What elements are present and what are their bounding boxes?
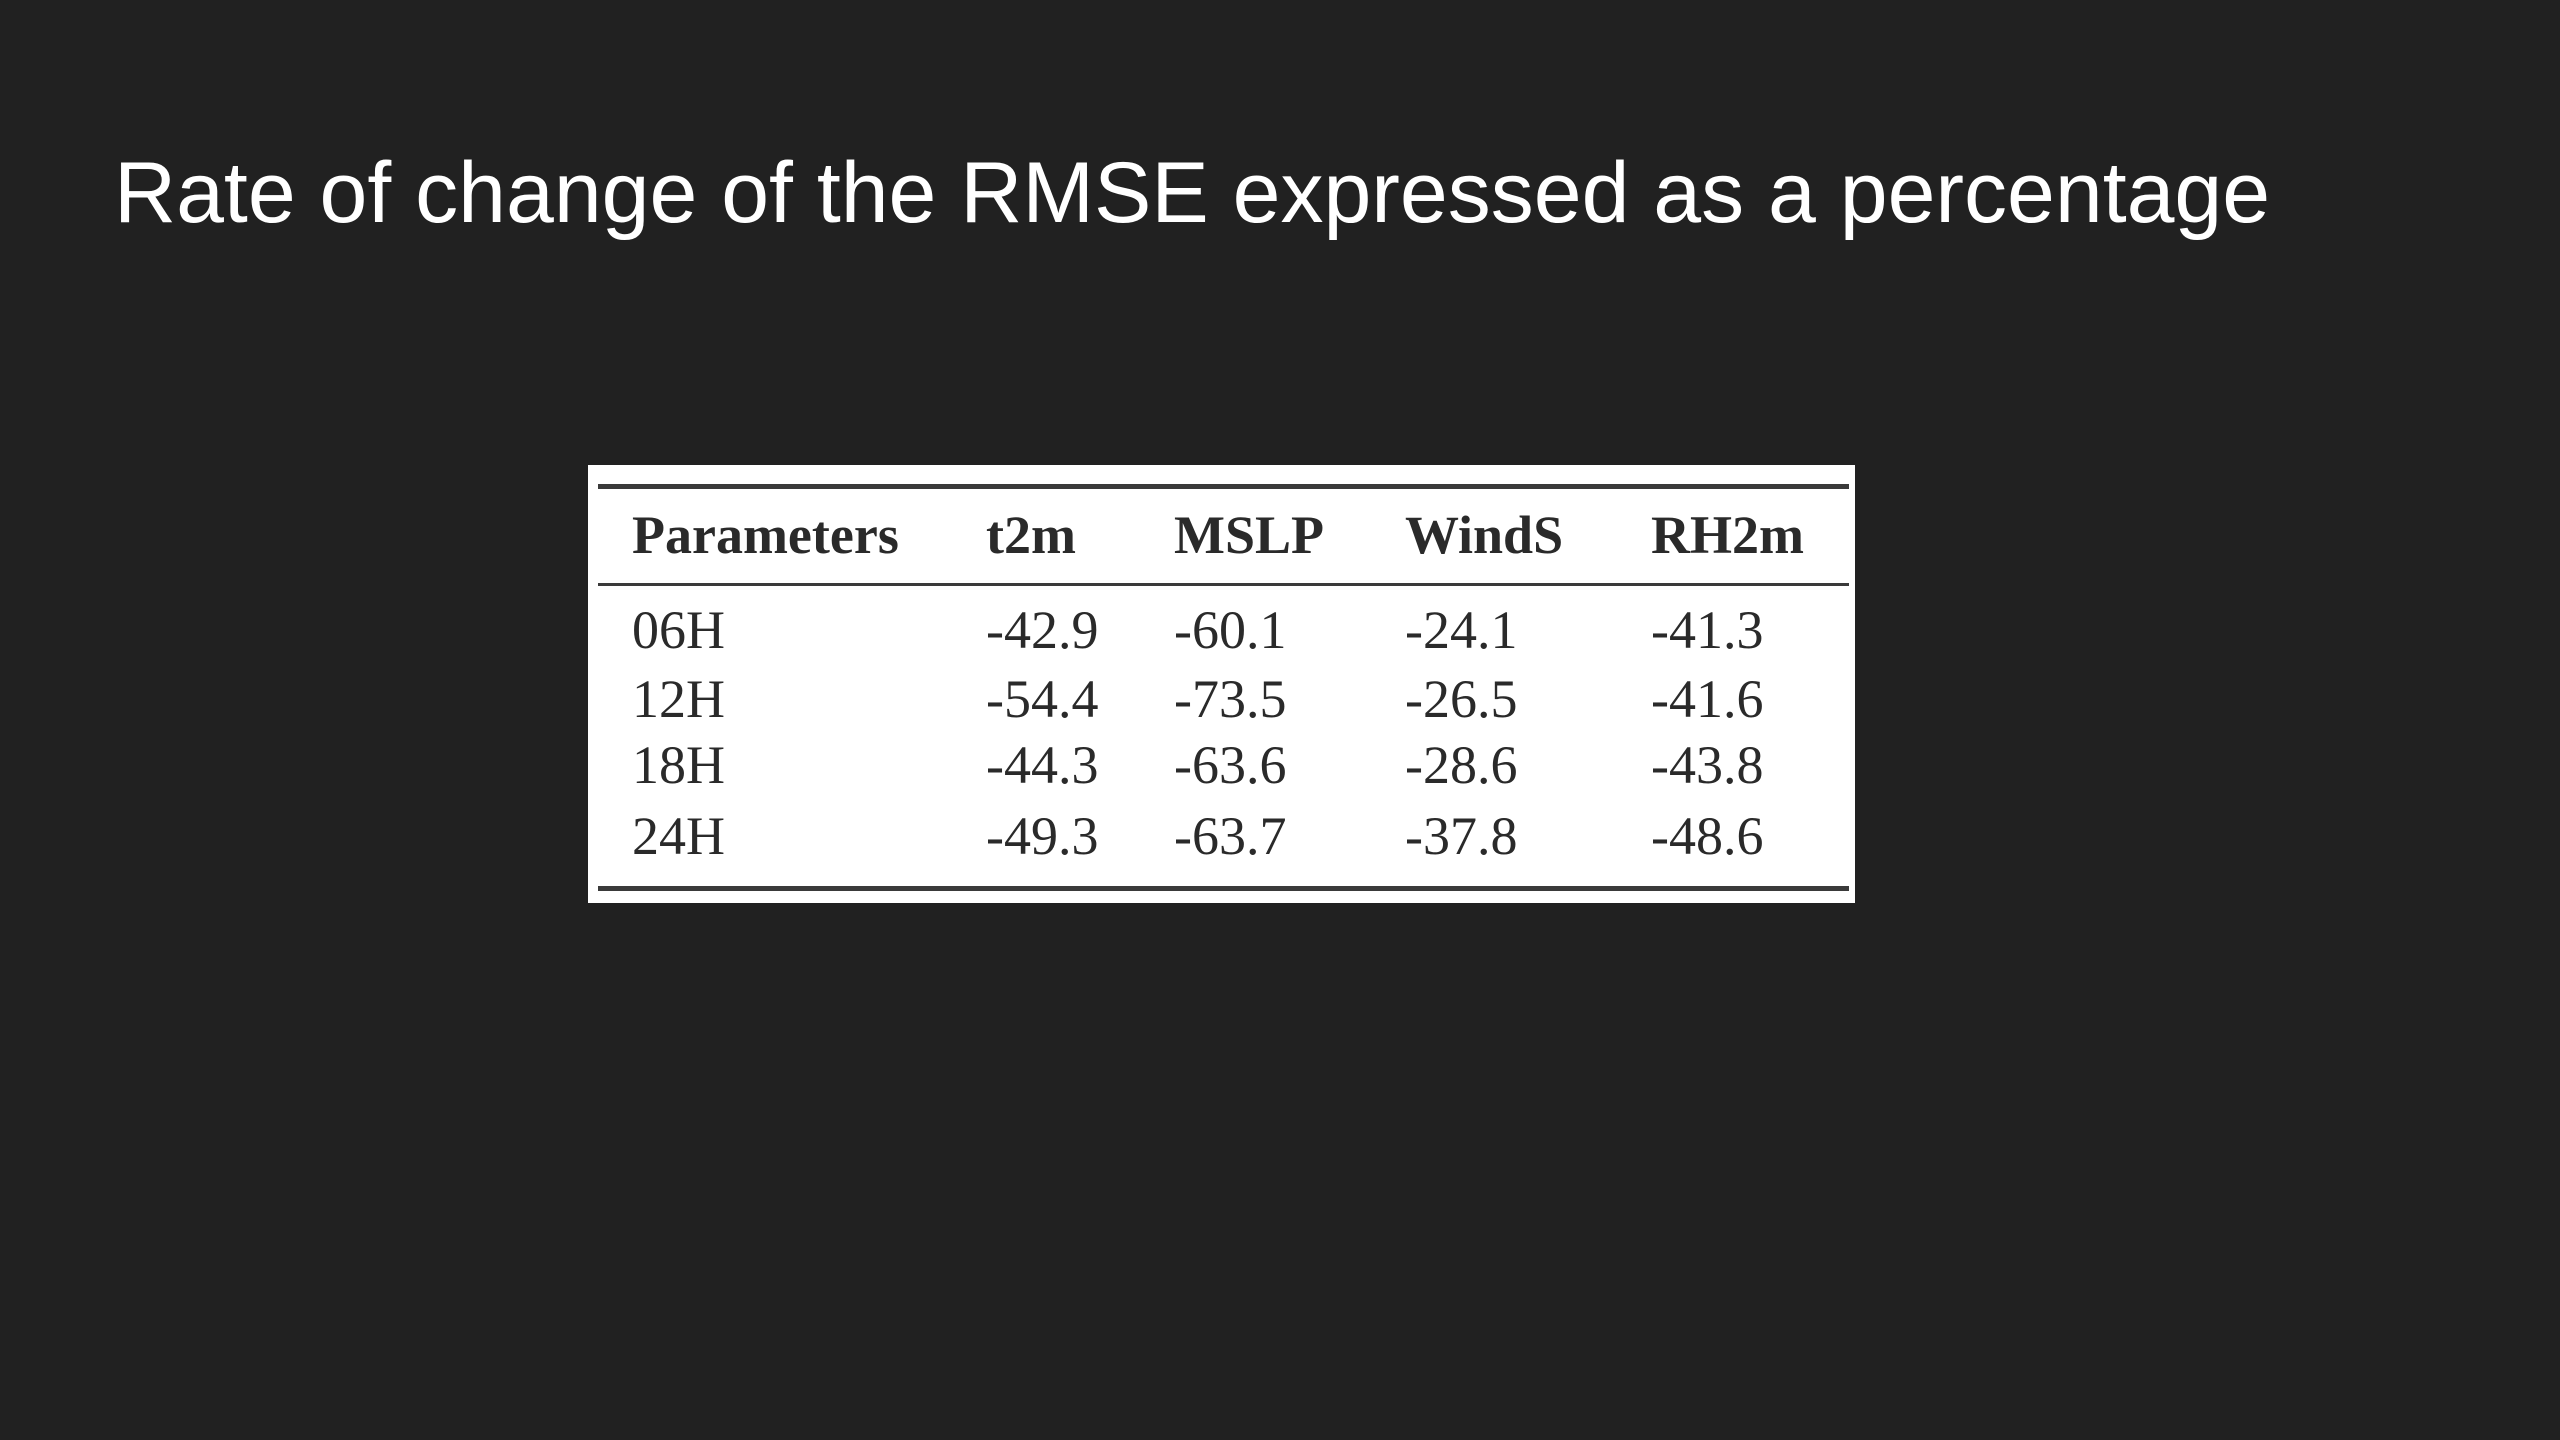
table-cell: -63.7 xyxy=(1174,806,1287,866)
table-cell: -43.8 xyxy=(1651,735,1764,795)
column-header: t2m xyxy=(986,505,1076,565)
table-cell: -73.5 xyxy=(1174,669,1287,729)
row-label: 18H xyxy=(632,735,725,795)
column-header: Parameters xyxy=(632,505,899,565)
row-label: 06H xyxy=(632,600,725,660)
mid-rule xyxy=(598,583,1849,586)
table-cell: -26.5 xyxy=(1405,669,1518,729)
row-label: 24H xyxy=(632,806,725,866)
table-cell: -49.3 xyxy=(986,806,1099,866)
bottom-rule xyxy=(598,886,1849,891)
table-cell: -41.6 xyxy=(1651,669,1764,729)
table: Parameters t2m MSLP WindS RH2m 06H -42.9 -60.1 -… xyxy=(588,465,1855,903)
table-cell: -60.1 xyxy=(1174,600,1287,660)
table-cell: -42.9 xyxy=(986,600,1099,660)
table-cell: -48.6 xyxy=(1651,806,1764,866)
table-cell: -63.6 xyxy=(1174,735,1287,795)
table-cell: -24.1 xyxy=(1405,600,1518,660)
table-cell: -54.4 xyxy=(986,669,1099,729)
column-header: RH2m xyxy=(1651,505,1804,565)
row-label: 12H xyxy=(632,669,725,729)
slide-title: Rate of change of the RMSE expressed as … xyxy=(114,145,2271,241)
table-cell: -28.6 xyxy=(1405,735,1518,795)
column-header: MSLP xyxy=(1174,505,1325,565)
table-cell: -41.3 xyxy=(1651,600,1764,660)
top-rule xyxy=(598,484,1849,489)
table-cell: -37.8 xyxy=(1405,806,1518,866)
column-header: WindS xyxy=(1405,505,1564,565)
table-cell: -44.3 xyxy=(986,735,1099,795)
